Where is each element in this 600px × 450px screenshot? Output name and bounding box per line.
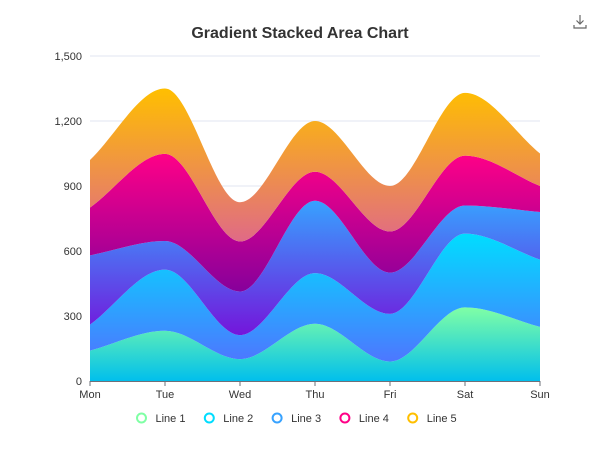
legend-label: Line 1: [156, 413, 186, 425]
x-tick-label: Wed: [229, 389, 251, 401]
legend-item-line-5[interactable]: Line 5: [407, 412, 457, 425]
area-series-3[interactable]: [90, 200, 540, 336]
y-tick-label: 1,500: [54, 51, 82, 63]
area-series-2[interactable]: [90, 233, 540, 362]
legend-marker: [339, 412, 351, 424]
x-tick-label: Mon: [79, 389, 100, 401]
legend-item-line-1[interactable]: Line 1: [136, 412, 186, 425]
legend-marker: [203, 412, 215, 424]
area-series-4[interactable]: [90, 153, 540, 292]
area-series-5[interactable]: [90, 88, 540, 242]
x-axis: [89, 381, 541, 386]
legend-label: Line 5: [427, 413, 457, 425]
download-icon: [573, 15, 587, 29]
legend-label: Line 3: [291, 413, 321, 425]
y-axis-labels: 0 300 600 900 1,200 1,500: [54, 51, 82, 388]
y-tick-label: 900: [64, 181, 82, 193]
legend-marker: [407, 412, 419, 424]
x-axis-labels: Mon Tue Wed Thu Fri Sat Sun: [79, 389, 549, 401]
legend-item-line-3[interactable]: Line 3: [271, 412, 321, 425]
y-tick-label: 0: [76, 376, 82, 388]
x-tick-label: Sun: [530, 389, 550, 401]
x-tick-label: Tue: [156, 389, 175, 401]
area-series-1[interactable]: [90, 307, 540, 381]
x-tick-label: Thu: [306, 389, 325, 401]
legend-marker: [136, 412, 147, 424]
legend-marker: [271, 412, 283, 424]
legend-item-line-2[interactable]: Line 2: [203, 412, 253, 425]
area-series-group: [90, 88, 540, 381]
download-button[interactable]: [572, 12, 588, 30]
y-tick-label: 600: [64, 246, 82, 258]
legend: Line 1 Line 2 Line 3 Line 4 Line 5: [136, 412, 457, 425]
y-tick-label: 300: [64, 311, 82, 323]
x-tick-label: Sat: [457, 389, 474, 401]
legend-label: Line 4: [359, 413, 389, 425]
chart-title: Gradient Stacked Area Chart: [191, 25, 409, 42]
y-tick-label: 1,200: [54, 116, 82, 128]
x-tick-label: Fri: [384, 389, 397, 401]
legend-label: Line 2: [223, 413, 253, 425]
legend-item-line-4[interactable]: Line 4: [339, 412, 389, 425]
